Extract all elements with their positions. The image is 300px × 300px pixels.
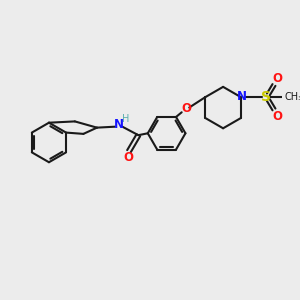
Text: CH₃: CH₃ — [285, 92, 300, 102]
Text: O: O — [273, 110, 283, 122]
Text: S: S — [260, 90, 271, 104]
Text: H: H — [122, 114, 129, 124]
Text: O: O — [123, 151, 133, 164]
Text: O: O — [182, 102, 191, 115]
Text: N: N — [114, 118, 124, 131]
Text: O: O — [273, 72, 283, 85]
Text: N: N — [237, 90, 247, 103]
